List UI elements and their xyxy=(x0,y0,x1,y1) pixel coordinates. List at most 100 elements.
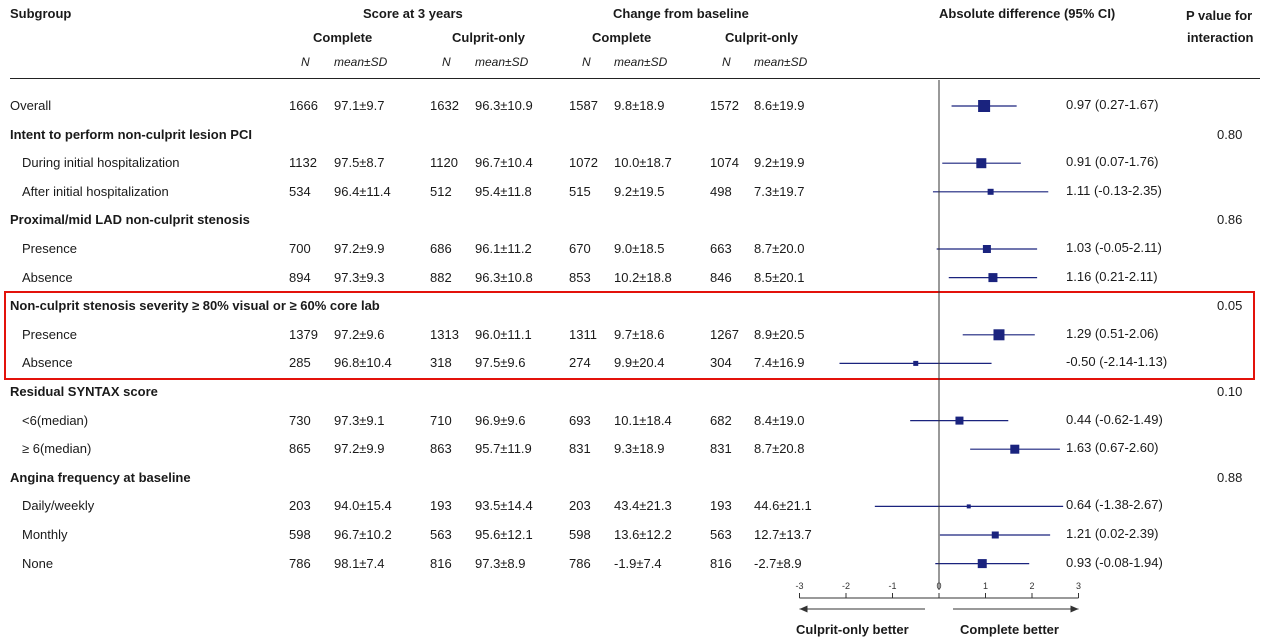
row-label: After initial hospitalization xyxy=(22,183,169,199)
n-value: 865 xyxy=(289,441,311,457)
n-value: 686 xyxy=(430,241,452,256)
row-label: Monthly xyxy=(22,527,68,542)
x-tick-label: 0 xyxy=(936,581,941,591)
n-value: 882 xyxy=(430,269,452,285)
ci-text: 1.21 (0.02-2.39) xyxy=(1066,526,1159,541)
mean-sd-value: 12.7±13.7 xyxy=(754,527,812,542)
mean-sd-value: 9.8±18.9 xyxy=(614,98,665,113)
row-label: None xyxy=(22,555,54,571)
arrow-left-head xyxy=(799,605,808,613)
mean-sd-value: 9.2±19.5 xyxy=(614,183,665,199)
n-value: 1632 xyxy=(430,98,459,113)
p-interaction-value: 0.86 xyxy=(1217,212,1243,228)
n-value: 816 xyxy=(430,555,452,571)
ci-text: 1.29 (0.51-2.06) xyxy=(1066,325,1159,341)
header-absolute-difference: Absolute difference (95% CI) xyxy=(939,6,1116,21)
mean-sd-value: 8.7±20.0 xyxy=(754,241,805,256)
mean-sd-value: 9.7±18.6 xyxy=(614,326,665,342)
n-value: 1120 xyxy=(430,155,458,171)
mean-sd-value: 97.2±9.9 xyxy=(334,441,385,457)
mean-sd-value: 10.1±18.4 xyxy=(614,412,672,428)
n-value: 193 xyxy=(430,498,452,514)
header-change-culprit-only: Culprit-only xyxy=(725,30,798,45)
mean-sd-value: 96.1±11.2 xyxy=(475,241,532,256)
subheader-n: N xyxy=(442,55,451,69)
n-value: 563 xyxy=(710,527,732,542)
n-value: 853 xyxy=(569,269,591,285)
x-tick-label: -3 xyxy=(795,581,803,591)
point-estimate xyxy=(955,416,964,425)
row-label: Daily/weekly xyxy=(22,498,95,514)
n-value: 786 xyxy=(289,555,311,571)
row-label: Absence xyxy=(22,269,73,285)
ci-text: 1.03 (-0.05-2.11) xyxy=(1066,240,1162,255)
axis-left-caption: Culprit-only better xyxy=(796,622,909,637)
x-tick-label: -1 xyxy=(888,581,896,591)
n-value: 203 xyxy=(569,498,591,514)
mean-sd-value: 9.9±20.4 xyxy=(614,355,665,371)
mean-sd-value: 8.6±19.9 xyxy=(754,98,805,113)
ci-text: 0.91 (0.07-1.76) xyxy=(1066,154,1159,170)
ci-text: 0.64 (-1.38-2.67) xyxy=(1066,497,1163,513)
n-value: 700 xyxy=(289,241,311,256)
ci-text: 1.63 (0.67-2.60) xyxy=(1066,440,1159,456)
n-value: 1267 xyxy=(710,326,739,342)
mean-sd-value: 97.5±9.6 xyxy=(475,355,526,371)
mean-sd-value: 93.5±14.4 xyxy=(475,498,533,514)
mean-sd-value: 96.3±10.8 xyxy=(475,269,533,285)
mean-sd-value: 97.3±9.1 xyxy=(334,412,385,428)
header-rule xyxy=(10,78,1260,79)
ci-text: 1.16 (0.21-2.11) xyxy=(1066,268,1158,284)
row-label: During initial hospitalization xyxy=(22,155,180,171)
n-value: 1132 xyxy=(289,155,317,171)
mean-sd-value: 8.9±20.5 xyxy=(754,326,805,342)
n-value: 534 xyxy=(289,183,311,199)
n-value: 274 xyxy=(569,355,591,371)
mean-sd-value: 97.3±9.3 xyxy=(334,269,385,285)
n-value: 498 xyxy=(710,183,732,199)
point-estimate xyxy=(982,245,991,253)
mean-sd-value: 10.0±18.7 xyxy=(614,155,672,171)
x-tick-label: -2 xyxy=(842,581,850,591)
n-value: 670 xyxy=(569,241,591,256)
header-p-value-line1: P value for xyxy=(1186,8,1253,23)
n-value: 285 xyxy=(289,355,311,371)
n-value: 1074 xyxy=(710,155,739,171)
mean-sd-value: 96.8±10.4 xyxy=(334,355,392,371)
point-estimate xyxy=(988,273,998,283)
n-value: 304 xyxy=(710,355,732,371)
n-value: 1311 xyxy=(569,326,597,342)
subheader-n: N xyxy=(301,55,310,69)
subheader-meansd: mean±SD xyxy=(334,55,388,69)
n-value: 193 xyxy=(710,498,732,514)
n-value: 831 xyxy=(710,441,732,457)
n-value: 318 xyxy=(430,355,452,371)
ci-text: 0.93 (-0.08-1.94) xyxy=(1066,554,1163,570)
n-value: 598 xyxy=(569,527,591,542)
mean-sd-value: 13.6±12.2 xyxy=(614,527,672,542)
x-tick-label: 2 xyxy=(1029,581,1034,591)
mean-sd-value: 94.0±15.4 xyxy=(334,498,392,514)
mean-sd-value: 98.1±7.4 xyxy=(334,555,385,571)
mean-sd-value: 8.4±19.0 xyxy=(754,412,805,428)
group-heading: Proximal/mid LAD non-culprit stenosis xyxy=(10,212,250,228)
mean-sd-value: 96.9±9.6 xyxy=(475,412,526,428)
header-score-complete: Complete xyxy=(313,30,373,45)
row-label: Presence xyxy=(22,326,77,342)
point-estimate xyxy=(966,504,971,509)
point-estimate xyxy=(993,329,1005,341)
row-label: ≥ 6(median) xyxy=(22,441,92,457)
subheader-meansd: mean±SD xyxy=(754,55,808,69)
mean-sd-value: 96.4±11.4 xyxy=(334,183,391,199)
p-interaction-value: 0.10 xyxy=(1217,384,1243,399)
p-interaction-value: 0.80 xyxy=(1217,126,1243,142)
ci-text: 0.97 (0.27-1.67) xyxy=(1066,97,1159,112)
n-value: 846 xyxy=(710,269,732,285)
n-value: 203 xyxy=(289,498,311,514)
n-value: 512 xyxy=(430,183,452,199)
header-change-complete: Complete xyxy=(592,30,652,45)
header-p-value-line2: interaction xyxy=(1187,30,1254,45)
n-value: 1572 xyxy=(710,98,739,113)
mean-sd-value: 10.2±18.8 xyxy=(614,269,672,285)
